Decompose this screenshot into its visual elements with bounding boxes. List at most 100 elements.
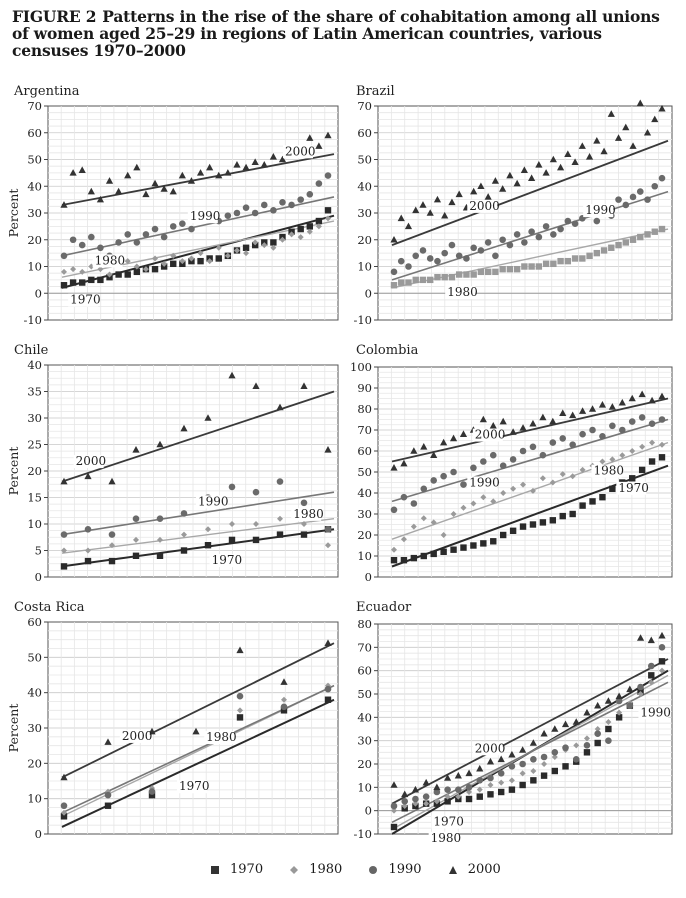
data-point-1990 xyxy=(497,770,505,777)
data-point-1990 xyxy=(647,662,655,670)
data-point-2000 xyxy=(578,142,586,149)
legend-item-1990: 1990 xyxy=(368,862,422,877)
y-tick-label: 20 xyxy=(357,233,372,247)
data-point-1990 xyxy=(622,201,630,209)
data-point-1970 xyxy=(594,739,601,747)
data-point-2000 xyxy=(180,424,188,432)
data-point-1980 xyxy=(252,239,259,246)
annotation-bg xyxy=(472,428,503,442)
data-point-1990 xyxy=(124,231,132,238)
data-point-2000 xyxy=(489,422,497,429)
data-point-2000 xyxy=(69,169,77,176)
data-point-1970 xyxy=(450,546,457,553)
data-point-1980 xyxy=(629,448,636,454)
data-point-2000 xyxy=(529,419,537,427)
data-point-1980 xyxy=(470,500,477,507)
data-point-1990 xyxy=(499,236,506,244)
data-point-1990 xyxy=(288,201,295,209)
annotation-bg xyxy=(431,815,462,829)
data-point-1980 xyxy=(301,521,307,527)
data-point-1970 xyxy=(390,823,398,831)
y-tick-label: 20 xyxy=(27,756,42,770)
data-point-1970 xyxy=(60,282,68,289)
data-point-2000 xyxy=(607,110,615,117)
data-point-2000 xyxy=(529,739,537,746)
data-point-1970 xyxy=(215,255,222,262)
data-point-1970 xyxy=(476,793,483,800)
data-point-1990 xyxy=(550,231,557,238)
data-point-1980 xyxy=(430,519,437,526)
data-point-2000 xyxy=(628,394,636,402)
data-point-2000 xyxy=(497,755,505,763)
data-point-1990 xyxy=(476,777,484,784)
data-point-1990 xyxy=(390,506,398,514)
data-point-2000 xyxy=(178,171,186,179)
data-point-2000 xyxy=(585,153,594,160)
data-point-2000 xyxy=(269,153,277,160)
circle-marker-icon xyxy=(369,865,378,874)
panel-title: Colombia xyxy=(356,343,419,358)
series-annotation: 2000 xyxy=(475,428,506,442)
data-point-2000 xyxy=(433,195,442,203)
y-tick-label: 15 xyxy=(27,491,42,505)
data-point-2000 xyxy=(192,727,200,735)
data-point-1980 xyxy=(133,536,139,543)
data-point-1980 xyxy=(513,265,521,273)
data-point-1990 xyxy=(455,252,463,260)
data-point-1990 xyxy=(440,472,447,480)
data-point-1990 xyxy=(572,756,580,763)
annotation-bg xyxy=(68,293,99,307)
data-point-1970 xyxy=(559,512,566,520)
data-point-1990 xyxy=(422,793,430,800)
data-point-1970 xyxy=(599,494,606,501)
y-tick-label: 80 xyxy=(357,402,372,416)
data-point-1980 xyxy=(519,770,526,777)
data-point-1990 xyxy=(270,207,277,214)
y-tick-label: 5 xyxy=(35,544,42,558)
series-annotation: 1990 xyxy=(190,209,221,223)
data-point-1980 xyxy=(197,250,204,257)
data-point-1990 xyxy=(530,756,537,763)
data-point-1980 xyxy=(579,255,586,262)
data-point-2000 xyxy=(430,451,438,458)
data-point-1980 xyxy=(484,268,492,276)
data-point-1970 xyxy=(648,458,656,465)
data-point-2000 xyxy=(426,209,434,216)
data-point-1970 xyxy=(104,802,112,809)
data-point-1980 xyxy=(142,266,149,273)
data-point-1990 xyxy=(489,451,497,459)
data-point-2000 xyxy=(618,398,626,406)
data-point-1980 xyxy=(450,511,457,517)
data-point-2000 xyxy=(420,443,428,450)
figure-title-text: Patterns in the rise of the share of coh… xyxy=(12,7,660,60)
data-point-1980 xyxy=(539,475,546,482)
data-point-2000 xyxy=(449,434,458,442)
data-point-2000 xyxy=(484,193,492,200)
data-point-1990 xyxy=(60,252,68,260)
data-point-1990 xyxy=(658,416,666,423)
data-point-1980 xyxy=(390,282,398,289)
data-point-1980 xyxy=(500,490,507,496)
y-tick-label: 60 xyxy=(27,615,42,629)
data-point-1990 xyxy=(78,241,86,249)
triangle-marker-icon xyxy=(448,865,457,874)
y-tick-label: 60 xyxy=(27,126,42,140)
data-point-2000 xyxy=(397,214,405,222)
data-point-1980 xyxy=(233,247,240,254)
grid xyxy=(48,622,338,834)
data-point-1970 xyxy=(551,767,558,775)
legend-label: 2000 xyxy=(467,862,501,877)
data-point-1980 xyxy=(215,244,222,251)
y-tick-label: 50 xyxy=(357,465,372,479)
data-point-2000 xyxy=(278,155,287,163)
data-point-1970 xyxy=(490,538,497,545)
data-point-1990 xyxy=(559,435,567,442)
panel-title: Ecuador xyxy=(356,600,412,615)
data-point-1980 xyxy=(583,735,590,742)
annotation-bg xyxy=(176,780,207,794)
data-point-2000 xyxy=(87,187,95,195)
data-point-1970 xyxy=(530,777,537,784)
data-point-2000 xyxy=(519,746,527,753)
data-point-1970 xyxy=(579,502,586,509)
data-point-1970 xyxy=(540,772,548,779)
